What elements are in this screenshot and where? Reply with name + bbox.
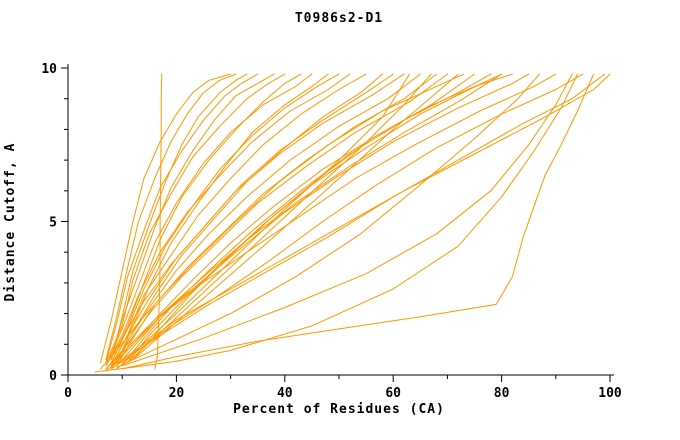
- model-curve: [121, 73, 410, 364]
- y-tick-label: 10: [41, 62, 57, 77]
- model-curve: [110, 73, 302, 364]
- model-curve: [116, 73, 438, 367]
- model-curve: [154, 73, 163, 370]
- model-curve: [110, 73, 557, 367]
- model-curve: [110, 73, 394, 367]
- model-curve: [127, 73, 432, 364]
- model-curve: [116, 73, 540, 368]
- model-curve: [110, 73, 340, 364]
- model-curve: [110, 73, 367, 367]
- model-curve: [116, 73, 383, 364]
- series-lines: [94, 73, 611, 373]
- y-tick-label: 5: [49, 216, 57, 231]
- x-tick-label: 100: [598, 386, 622, 401]
- x-tick-label: 20: [169, 386, 185, 401]
- model-curve: [94, 73, 578, 373]
- model-curve: [116, 73, 584, 370]
- model-curve: [105, 73, 237, 361]
- model-curve: [110, 73, 275, 361]
- y-tick-label: 0: [49, 369, 57, 384]
- model-curve: [127, 73, 503, 364]
- model-curve: [100, 73, 232, 364]
- model-curve: [121, 73, 492, 367]
- axes: 0 20 40 60 80 100 0 5 10: [41, 62, 622, 401]
- model-curve: [100, 73, 465, 370]
- x-tick-label: 60: [385, 386, 401, 401]
- model-curve: [110, 73, 606, 370]
- x-axis-label: Percent of Residues (CA): [233, 402, 445, 417]
- chart-title: T0986s2-D1: [295, 11, 383, 26]
- y-axis-label: Distance Cutoff, A: [3, 143, 18, 302]
- model-curve: [105, 73, 286, 364]
- model-curve: [121, 73, 573, 367]
- x-tick-label: 80: [494, 386, 510, 401]
- model-curve: [116, 73, 503, 367]
- model-curve: [110, 73, 421, 370]
- x-tick-label: 0: [64, 386, 72, 401]
- model-curve: [116, 73, 329, 364]
- model-curve: [105, 73, 313, 367]
- model-curve: [105, 73, 351, 367]
- model-curve: [121, 73, 595, 370]
- model-curve: [132, 73, 459, 361]
- x-tick-label: 40: [277, 386, 293, 401]
- model-curve: [105, 73, 530, 370]
- model-curve: [132, 73, 513, 361]
- model-curve: [110, 73, 248, 361]
